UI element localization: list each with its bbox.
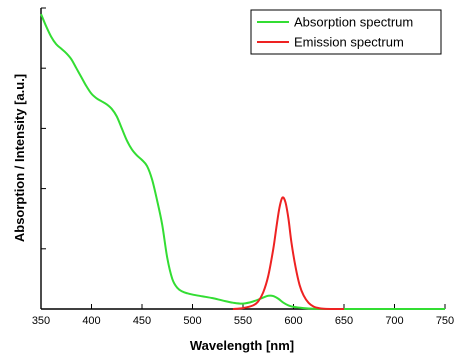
legend-label-absorption-spectrum: Absorption spectrum [294, 15, 413, 30]
legend-label-emission-spectrum: Emission spectrum [294, 35, 404, 50]
x-tick-label-500: 500 [183, 315, 201, 327]
x-tick-label-350: 350 [32, 315, 50, 327]
x-tick-label-650: 650 [335, 315, 353, 327]
x-tick-label-600: 600 [284, 315, 302, 327]
x-tick-label-750: 750 [436, 315, 454, 327]
legend: Absorption spectrum Emission spectrum [250, 9, 442, 55]
axes: 350 400 450 500 550 600 650 700 750 [32, 7, 454, 327]
series-line-absorption-spectrum [40, 13, 445, 311]
x-axis-title: Wavelength [nm] [190, 338, 294, 353]
legend-box [250, 9, 442, 55]
plot-area [40, 13, 445, 311]
x-tick-label-400: 400 [82, 315, 100, 327]
x-tick-label-550: 550 [234, 315, 252, 327]
x-tick-label-700: 700 [385, 315, 403, 327]
y-axis-title: Absorption / Intensity [a.u.] [12, 74, 27, 242]
x-tick-label-450: 450 [133, 315, 151, 327]
series-line-emission-spectrum [232, 196, 345, 311]
